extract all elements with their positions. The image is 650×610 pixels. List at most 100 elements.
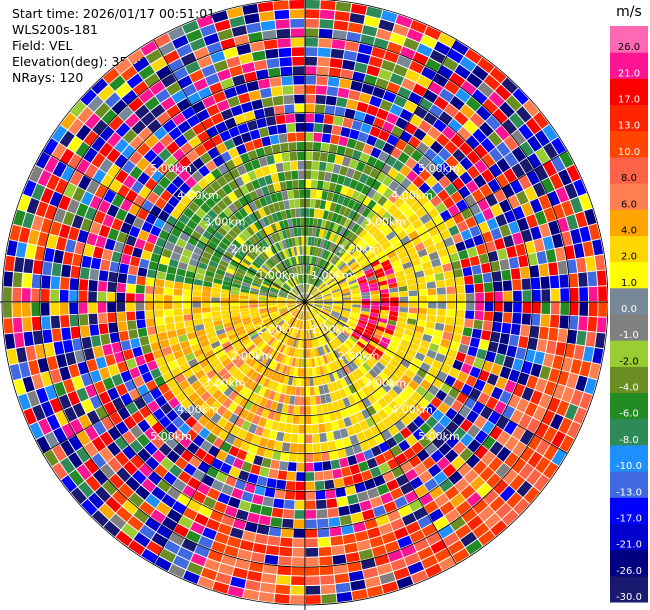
velocity-gate <box>212 282 222 289</box>
velocity-gate <box>322 290 331 296</box>
velocity-gate <box>472 460 488 475</box>
velocity-gate <box>443 270 454 280</box>
velocity-gate <box>341 156 352 167</box>
velocity-gate <box>378 151 390 163</box>
velocity-gate <box>93 346 104 359</box>
velocity-gate <box>305 85 316 94</box>
velocity-gate <box>265 399 273 410</box>
velocity-gate <box>221 222 232 233</box>
velocity-gate <box>406 278 417 286</box>
velocity-gate <box>305 75 317 85</box>
velocity-gate <box>145 213 158 225</box>
velocity-gate <box>585 256 596 272</box>
velocity-gate <box>314 199 321 209</box>
velocity-gate <box>269 288 279 294</box>
velocity-gate <box>385 231 396 241</box>
velocity-gate <box>214 273 224 280</box>
velocity-gate <box>433 265 443 274</box>
velocity-gate <box>205 432 218 445</box>
velocity-gate <box>314 317 320 326</box>
velocity-gate <box>191 252 202 262</box>
velocity-gate <box>408 498 423 512</box>
velocity-gate <box>118 263 129 274</box>
velocity-gate <box>417 546 434 561</box>
velocity-gate <box>278 295 287 299</box>
velocity-gate <box>567 329 578 344</box>
velocity-gate <box>213 60 229 73</box>
velocity-gate <box>575 375 588 392</box>
velocity-gate <box>252 494 264 505</box>
velocity-gate <box>344 147 354 158</box>
velocity-gate <box>579 287 589 302</box>
velocity-gate <box>357 491 370 503</box>
velocity-gate <box>332 371 340 381</box>
velocity-gate <box>184 242 196 252</box>
velocity-gate <box>250 41 265 52</box>
velocity-gate <box>230 298 239 302</box>
velocity-gate <box>302 284 304 293</box>
velocity-gate <box>578 272 588 287</box>
velocity-gate <box>230 309 240 314</box>
velocity-gate <box>282 518 294 528</box>
velocity-gate <box>363 449 374 460</box>
velocity-gate <box>313 318 319 327</box>
velocity-gate <box>109 411 123 426</box>
velocity-gate <box>168 564 186 578</box>
velocity-gate <box>206 225 217 236</box>
velocity-gate <box>179 255 190 264</box>
velocity-gate <box>289 307 298 313</box>
velocity-gate <box>135 355 146 367</box>
velocity-gate <box>372 390 382 401</box>
velocity-gate <box>292 538 305 548</box>
velocity-gate <box>299 274 302 284</box>
velocity-gate <box>351 309 361 314</box>
velocity-gate <box>323 299 333 301</box>
velocity-gate <box>259 397 268 408</box>
velocity-gate <box>226 56 241 68</box>
velocity-gate <box>282 249 288 259</box>
velocity-gate <box>354 269 364 276</box>
velocity-gate <box>322 273 330 281</box>
velocity-gate <box>256 255 265 264</box>
velocity-gate <box>216 417 228 429</box>
velocity-gate <box>475 302 484 311</box>
velocity-gate <box>319 432 328 443</box>
velocity-gate <box>208 336 219 344</box>
velocity-gate <box>440 209 452 222</box>
velocity-gate <box>570 228 582 245</box>
velocity-gate <box>547 190 561 207</box>
velocity-gate <box>232 225 242 235</box>
velocity-gate <box>281 403 289 414</box>
velocity-gate <box>174 373 186 384</box>
velocity-gate <box>300 217 305 227</box>
velocity-gate <box>258 207 267 218</box>
velocity-gate <box>334 106 346 117</box>
velocity-gate <box>135 284 145 294</box>
velocity-gate <box>232 355 242 365</box>
velocity-gate <box>261 573 277 584</box>
velocity-gate <box>155 317 165 326</box>
velocity-gate <box>368 256 378 264</box>
velocity-gate <box>390 518 405 531</box>
velocity-gate <box>366 585 384 598</box>
velocity-gate <box>210 412 222 424</box>
velocity-gate <box>136 319 146 329</box>
velocity-gate <box>141 221 153 233</box>
velocity-gate <box>116 282 126 293</box>
velocity-gate <box>304 293 305 302</box>
velocity-gate <box>295 386 301 396</box>
velocity-gate <box>314 338 320 347</box>
velocity-gate <box>321 272 329 280</box>
velocity-gate <box>305 547 319 557</box>
velocity-gate <box>239 298 249 302</box>
velocity-gate <box>272 328 280 337</box>
velocity-gate <box>356 215 366 226</box>
velocity-gate <box>315 85 327 95</box>
velocity-gate <box>282 285 290 292</box>
velocity-gate <box>438 111 453 125</box>
velocity-gate <box>324 172 332 182</box>
velocity-gate <box>515 190 529 205</box>
velocity-gate <box>40 302 50 316</box>
velocity-gate <box>496 430 511 446</box>
velocity-gate <box>301 236 305 246</box>
